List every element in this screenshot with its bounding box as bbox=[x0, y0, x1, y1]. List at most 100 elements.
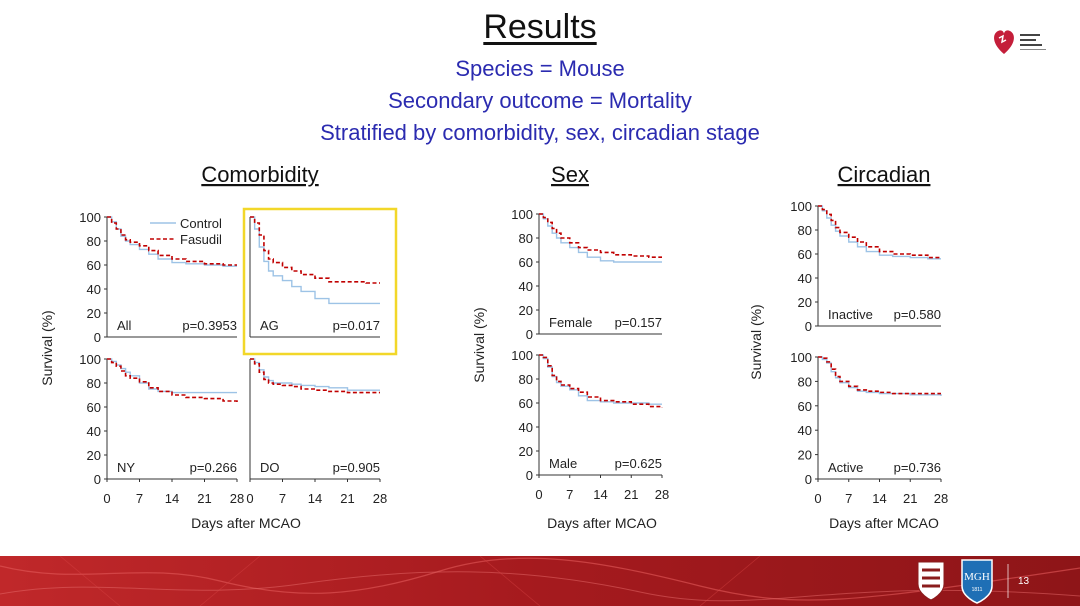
comorbidity-ag-control-series bbox=[250, 216, 380, 305]
comorbidity-do-fasudil-series bbox=[250, 358, 380, 394]
comorbidity-ag-p-value: p=0.017 bbox=[333, 318, 380, 333]
sex-male-x-tick-label: 14 bbox=[593, 487, 607, 502]
circadian-active-x-tick-label: 0 bbox=[814, 491, 821, 506]
comorbidity-all-y-tick-label: 100 bbox=[79, 210, 101, 225]
comorbidity-do-x-tick-label: 28 bbox=[373, 491, 387, 506]
subtitle-species: Species = Mouse bbox=[455, 56, 625, 81]
comorbidity-do-p-value: p=0.905 bbox=[333, 460, 380, 475]
comorbidity-ny-y-tick-label: 80 bbox=[87, 376, 101, 391]
comorbidity-ny-x-tick-label: 14 bbox=[165, 491, 179, 506]
sex-y-axis-label: Survival (%) bbox=[471, 307, 487, 382]
sex-male-x-tick-label: 21 bbox=[624, 487, 638, 502]
comorbidity-ny-y-tick-label: 100 bbox=[79, 352, 101, 367]
circadian-active-y-tick-label: 100 bbox=[790, 350, 812, 365]
circadian-x-axis-label: Days after MCAO bbox=[829, 515, 939, 531]
comorbidity-ny-x-tick-label: 0 bbox=[103, 491, 110, 506]
comorbidity-all-y-tick-label: 60 bbox=[87, 258, 101, 273]
sex-male-panel-label: Male bbox=[549, 456, 577, 471]
comorbidity-ny-p-value: p=0.266 bbox=[190, 460, 237, 475]
sex-male-x-tick-label: 7 bbox=[566, 487, 573, 502]
comorbidity-all-y-tick-label: 20 bbox=[87, 306, 101, 321]
circadian-active-x-tick-label: 14 bbox=[872, 491, 886, 506]
harvard-shield-icon bbox=[917, 561, 945, 601]
circadian-active-y-tick-label: 60 bbox=[798, 399, 812, 414]
circadian-active-x-tick-label: 21 bbox=[903, 491, 917, 506]
sex-female-y-tick-label: 80 bbox=[519, 231, 533, 246]
comorbidity-ag-fasudil-series bbox=[250, 216, 380, 284]
comorbidity-ag-panel-label: AG bbox=[260, 318, 279, 333]
circadian-inactive-panel-label: Inactive bbox=[828, 307, 873, 322]
circadian-inactive-y-tick-label: 80 bbox=[798, 223, 812, 238]
sex-female-y-tick-label: 60 bbox=[519, 255, 533, 270]
circadian-active-panel-label: Active bbox=[828, 460, 863, 475]
slide-title: Results bbox=[483, 8, 597, 46]
circadian-inactive-control-series bbox=[818, 205, 941, 260]
subtitle-stratified: Stratified by comorbidity, sex, circadia… bbox=[320, 120, 760, 145]
comorbidity-y-axis-label: Survival (%) bbox=[39, 310, 55, 385]
comorbidity-all-y-tick-label: 80 bbox=[87, 234, 101, 249]
comorbidity-all-p-value: p=0.3953 bbox=[182, 318, 237, 333]
circadian-inactive-fasudil-series bbox=[818, 205, 941, 259]
sex-female-panel-label: Female bbox=[549, 315, 592, 330]
circadian-inactive-p-value: p=0.580 bbox=[894, 307, 941, 322]
circadian-active-x-tick-label: 28 bbox=[934, 491, 948, 506]
comorbidity-all-fasudil-series bbox=[107, 216, 237, 266]
comorbidity-all-panel-label: All bbox=[117, 318, 132, 333]
sex-male-fasudil-series bbox=[539, 354, 663, 408]
comorbidity-ny-y-tick-label: 20 bbox=[87, 448, 101, 463]
mgh-text: MGH bbox=[964, 571, 990, 583]
sex-male-y-tick-label: 20 bbox=[519, 444, 533, 459]
sex-male-control-series bbox=[539, 354, 662, 405]
circadian-inactive-y-tick-label: 60 bbox=[798, 247, 812, 262]
page-number: 13 bbox=[1018, 576, 1030, 587]
sex-male-y-tick-label: 60 bbox=[519, 396, 533, 411]
sex-group-title: Sex bbox=[551, 162, 589, 187]
circadian-inactive-y-tick-label: 40 bbox=[798, 271, 812, 286]
circadian-active-fasudil-series bbox=[818, 356, 941, 395]
sex-x-axis-label: Days after MCAO bbox=[547, 515, 657, 531]
comorbidity-group-title: Comorbidity bbox=[201, 162, 318, 187]
sex-female-fasudil-series bbox=[539, 213, 662, 258]
sex-male-y-tick-label: 80 bbox=[519, 372, 533, 387]
circadian-inactive-y-tick-label: 100 bbox=[790, 199, 812, 214]
subtitle-outcome: Secondary outcome = Mortality bbox=[388, 88, 692, 113]
comorbidity-ny-y-tick-label: 0 bbox=[94, 472, 101, 487]
circadian-active-x-tick-label: 7 bbox=[845, 491, 852, 506]
circadian-active-y-tick-label: 20 bbox=[798, 448, 812, 463]
footer-logos: MGH 1811 13 bbox=[917, 559, 1030, 604]
comorbidity-do-x-tick-label: 0 bbox=[246, 491, 253, 506]
highlight-box bbox=[242, 207, 398, 356]
comorbidity-ny-x-tick-label: 7 bbox=[136, 491, 143, 506]
sex-female-p-value: p=0.157 bbox=[615, 315, 662, 330]
comorbidity-ny-x-tick-label: 28 bbox=[230, 491, 244, 506]
sex-male-y-tick-label: 40 bbox=[519, 420, 533, 435]
comorbidity-do-x-tick-label: 21 bbox=[340, 491, 354, 506]
circadian-active-p-value: p=0.736 bbox=[894, 460, 941, 475]
sex-male-p-value: p=0.625 bbox=[615, 456, 662, 471]
sex-male-x-tick-label: 0 bbox=[535, 487, 542, 502]
circadian-active-y-tick-label: 80 bbox=[798, 374, 812, 389]
comorbidity-ny-panel-label: NY bbox=[117, 460, 135, 475]
legend-label-control: Control bbox=[180, 216, 222, 231]
sex-male-y-tick-label: 0 bbox=[526, 468, 533, 483]
sex-female-y-tick-label: 20 bbox=[519, 303, 533, 318]
sex-male-y-tick-label: 100 bbox=[511, 348, 533, 363]
circadian-inactive-y-tick-label: 20 bbox=[798, 295, 812, 310]
legend-label-fasudil: Fasudil bbox=[180, 232, 222, 247]
mgh-shield-icon: MGH 1811 bbox=[961, 559, 993, 604]
comorbidity-do-panel-label: DO bbox=[260, 460, 280, 475]
footer-band bbox=[0, 556, 1080, 606]
circadian-active-control-series bbox=[818, 356, 942, 397]
comorbidity-do-x-tick-label: 7 bbox=[279, 491, 286, 506]
circadian-inactive-y-tick-label: 0 bbox=[805, 319, 812, 334]
circadian-group-title: Circadian bbox=[838, 162, 931, 187]
circadian-active-y-tick-label: 40 bbox=[798, 423, 812, 438]
american-stroke-association-logo bbox=[994, 30, 1046, 54]
circadian-y-axis-label: Survival (%) bbox=[748, 304, 764, 379]
sex-female-control-series bbox=[539, 213, 662, 263]
comorbidity-do-x-tick-label: 14 bbox=[308, 491, 322, 506]
sex-female-y-tick-label: 100 bbox=[511, 207, 533, 222]
comorbidity-ny-fasudil-series bbox=[107, 358, 238, 403]
comorbidity-all-y-tick-label: 0 bbox=[94, 330, 101, 345]
comorbidity-ny-y-tick-label: 60 bbox=[87, 400, 101, 415]
